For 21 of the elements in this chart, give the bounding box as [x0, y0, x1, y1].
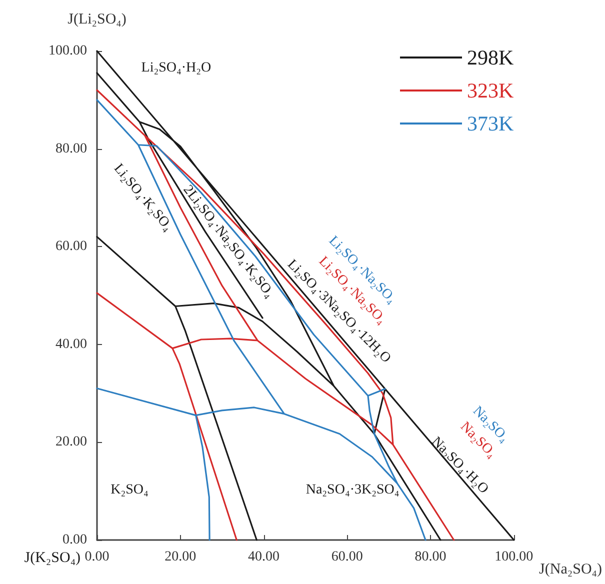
y-tick-label: 0.00 [62, 532, 87, 548]
legend-label: 298K [467, 46, 514, 70]
x-tick-label: 20.00 [164, 550, 196, 564]
legend-label: 323K [467, 78, 514, 102]
y-axis-title: J(Li₂SO₄) [68, 12, 126, 28]
annotation: Li₂SO₄·H₂O [141, 60, 212, 76]
y-tick-label: 60.00 [56, 239, 87, 254]
annotation: K₂SO₄ [110, 482, 149, 498]
y-tick-label: 100.00 [48, 44, 87, 58]
x-tick-label: 100.00 [494, 550, 534, 564]
legend-label: 373K [467, 112, 514, 136]
x-tick-label: 60.00 [331, 550, 363, 564]
y-tick-label: 80.00 [56, 141, 87, 156]
annotation: Na₂SO₄·3K₂SO₄ [306, 482, 400, 498]
text: J(K₂SO₄) [24, 550, 81, 566]
x-axis-title: J(Na₂SO₄) [539, 562, 602, 578]
x-tick-label: 80.00 [414, 550, 446, 564]
x-tick-label: 0.00 [84, 550, 110, 564]
y-tick-label: 40.00 [56, 336, 87, 352]
x-tick-label: 40.00 [248, 550, 280, 564]
y-tick-label: 20.00 [56, 434, 87, 450]
